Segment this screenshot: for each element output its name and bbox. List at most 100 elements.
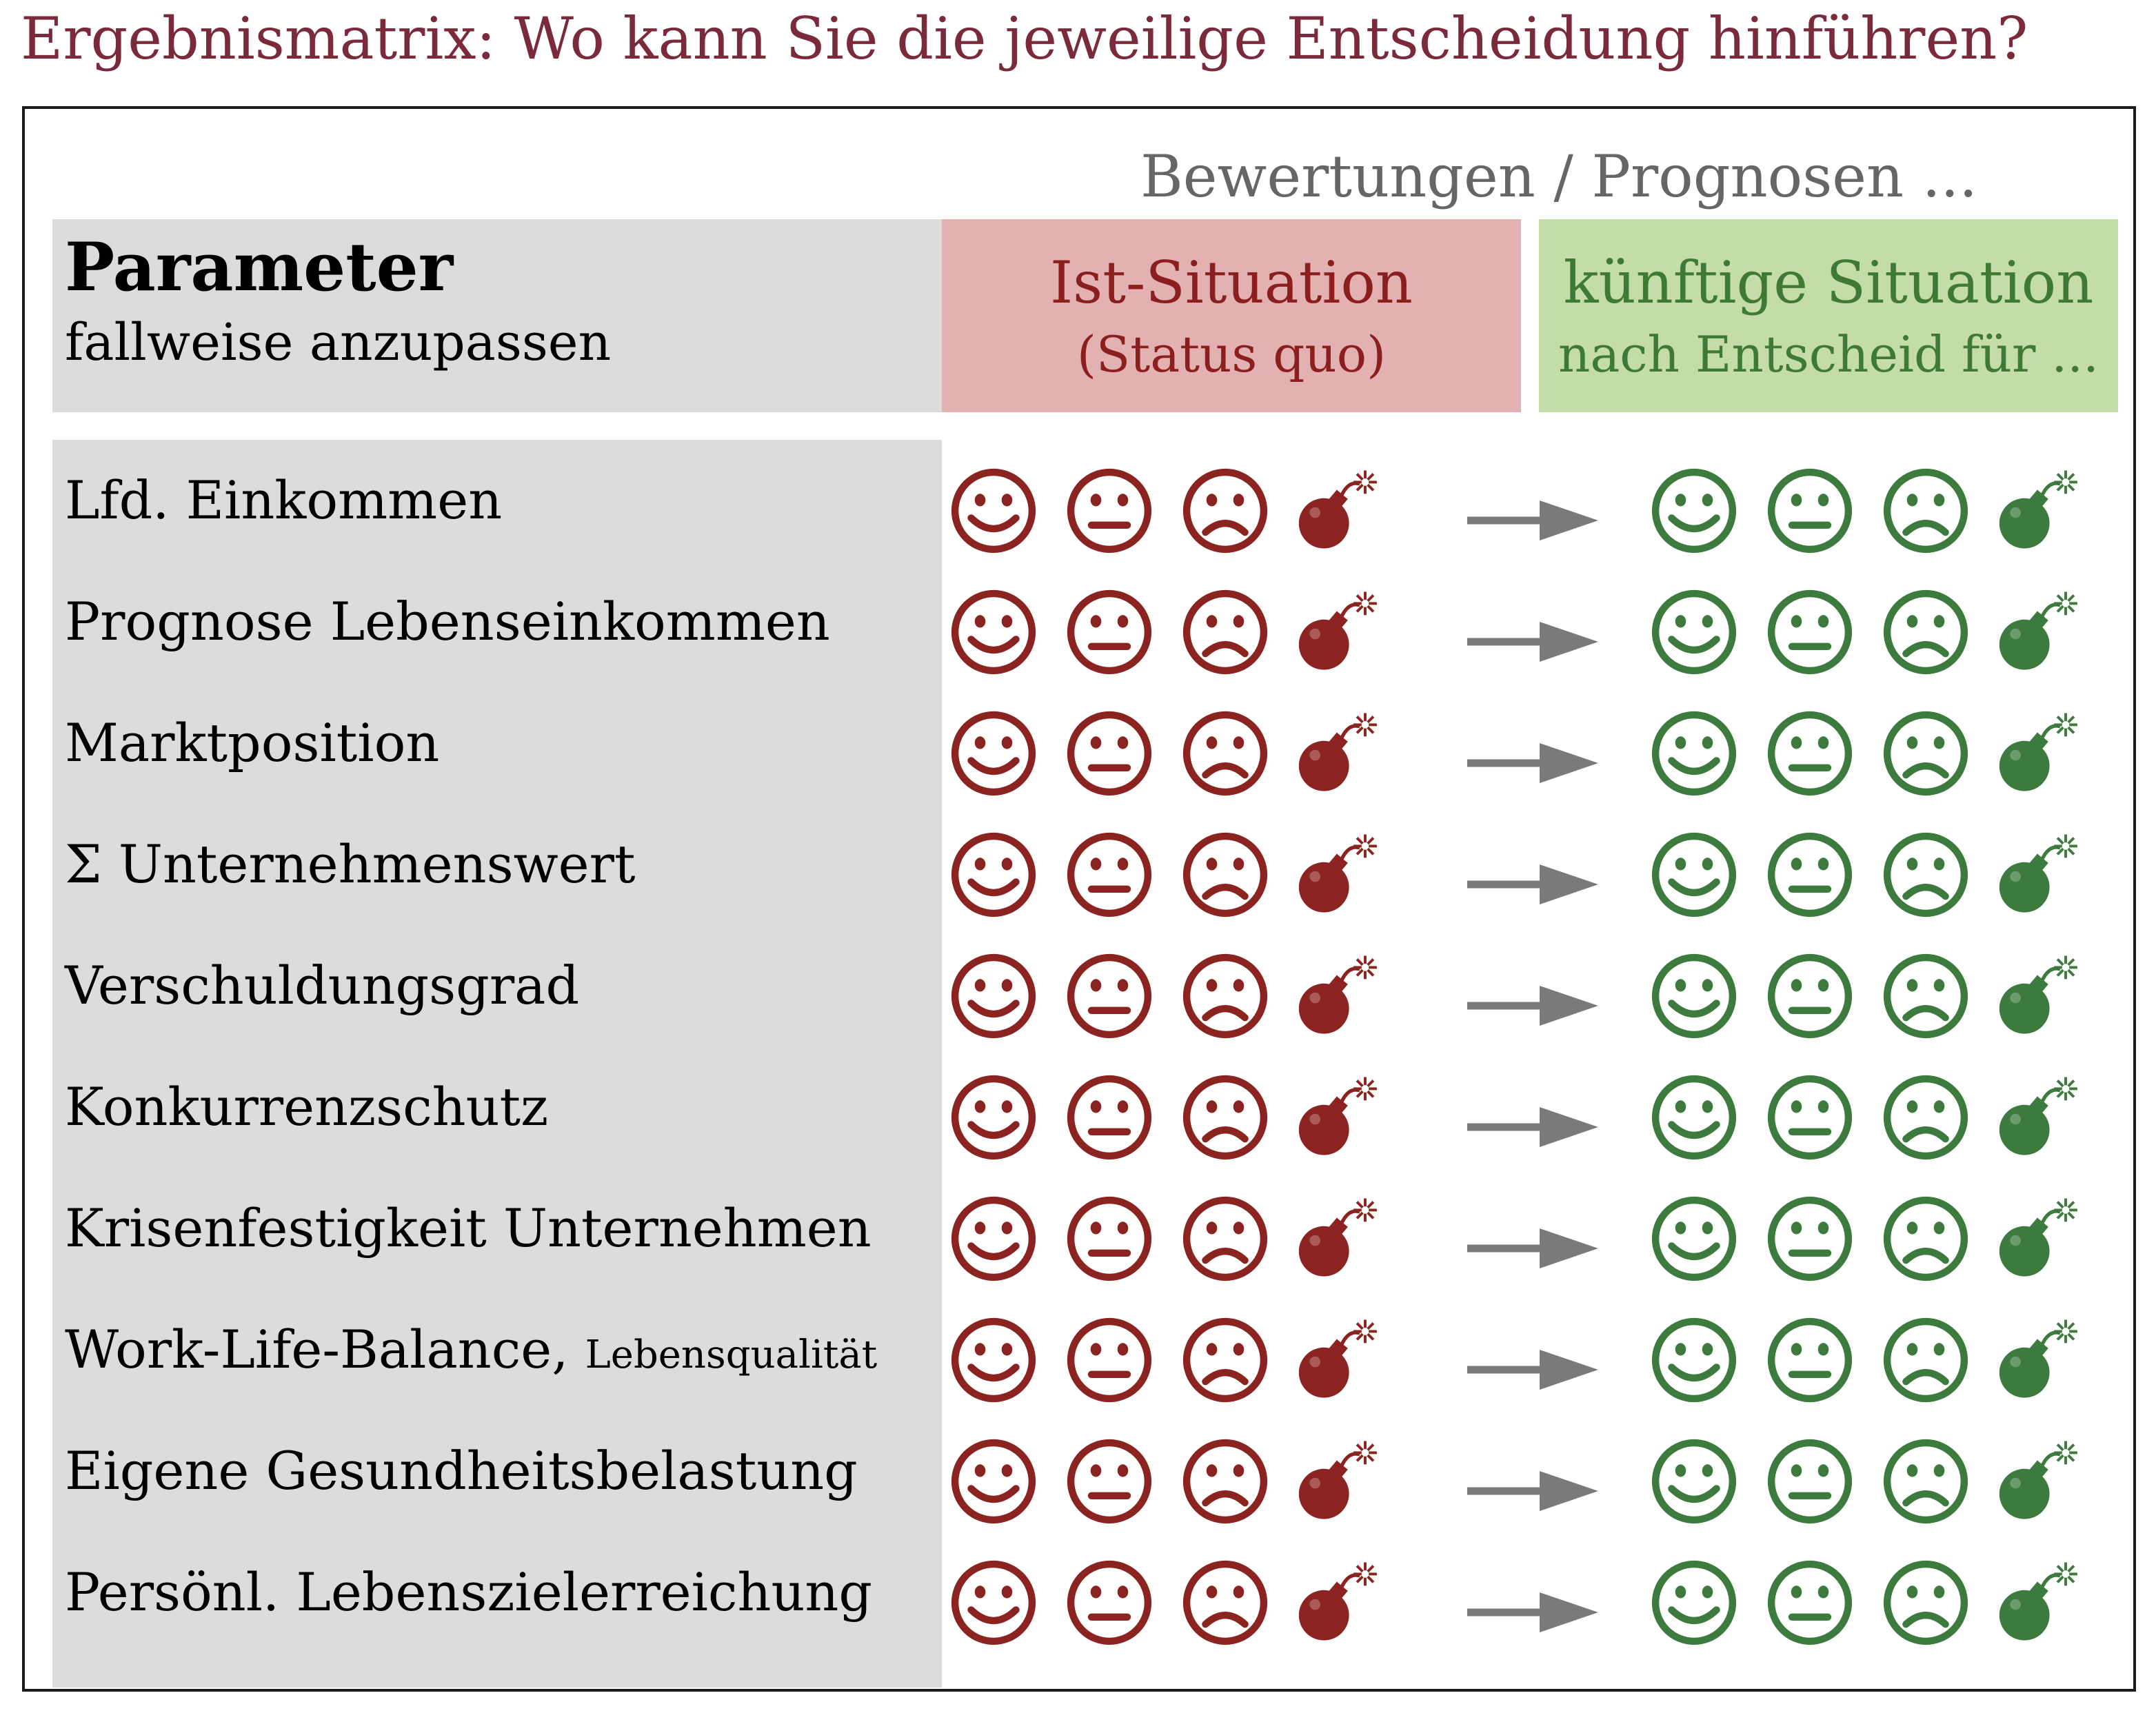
smiley-happy-icon[interactable] bbox=[949, 587, 1038, 677]
bomb-icon[interactable] bbox=[1994, 1194, 2084, 1284]
smiley-sad-icon[interactable] bbox=[1180, 951, 1270, 1041]
parameter-column-background bbox=[52, 440, 942, 1688]
bomb-icon[interactable] bbox=[1293, 1315, 1383, 1405]
bomb-icon[interactable] bbox=[1293, 709, 1383, 798]
arrow-right-icon bbox=[1467, 500, 1598, 540]
parameter-header-title: Parameter bbox=[65, 228, 454, 306]
smiley-neutral-icon[interactable] bbox=[1065, 951, 1154, 1041]
bomb-icon[interactable] bbox=[1293, 830, 1383, 920]
smiley-sad-icon[interactable] bbox=[1881, 587, 1971, 677]
smiley-neutral-icon[interactable] bbox=[1765, 709, 1855, 798]
smiley-happy-icon[interactable] bbox=[949, 1315, 1038, 1405]
smiley-sad-icon[interactable] bbox=[1881, 1073, 1971, 1162]
smiley-neutral-icon[interactable] bbox=[1765, 1073, 1855, 1162]
smiley-sad-icon[interactable] bbox=[1180, 709, 1270, 798]
smiley-happy-icon[interactable] bbox=[949, 1437, 1038, 1526]
smiley-neutral-icon[interactable] bbox=[1765, 1194, 1855, 1284]
smiley-happy-icon[interactable] bbox=[1649, 830, 1739, 920]
bomb-icon[interactable] bbox=[1994, 1315, 2084, 1405]
smiley-happy-icon[interactable] bbox=[1649, 1558, 1739, 1648]
smiley-neutral-icon[interactable] bbox=[1765, 1437, 1855, 1526]
bomb-icon[interactable] bbox=[1293, 1558, 1383, 1648]
smiley-happy-icon[interactable] bbox=[1649, 466, 1739, 556]
ist-rating-options bbox=[949, 1289, 1445, 1410]
smiley-neutral-icon[interactable] bbox=[1065, 1194, 1154, 1284]
matrix-row: Verschuldungsgrad bbox=[25, 925, 2136, 1046]
bomb-icon[interactable] bbox=[1994, 1073, 2084, 1162]
bomb-icon[interactable] bbox=[1293, 1073, 1383, 1162]
smiley-sad-icon[interactable] bbox=[1180, 587, 1270, 677]
smiley-happy-icon[interactable] bbox=[1649, 1073, 1739, 1162]
smiley-sad-icon[interactable] bbox=[1180, 830, 1270, 920]
smiley-neutral-icon[interactable] bbox=[1065, 1073, 1154, 1162]
matrix-row: Prognose Lebenseinkommen bbox=[25, 561, 2136, 682]
bomb-icon[interactable] bbox=[1994, 830, 2084, 920]
bomb-icon[interactable] bbox=[1994, 466, 2084, 556]
smiley-neutral-icon[interactable] bbox=[1065, 587, 1154, 677]
smiley-happy-icon[interactable] bbox=[949, 1558, 1038, 1648]
arrow-right-icon bbox=[1467, 1592, 1598, 1632]
bomb-icon[interactable] bbox=[1994, 1437, 2084, 1526]
smiley-neutral-icon[interactable] bbox=[1065, 709, 1154, 798]
smiley-sad-icon[interactable] bbox=[1180, 1194, 1270, 1284]
smiley-neutral-icon[interactable] bbox=[1765, 466, 1855, 556]
smiley-happy-icon[interactable] bbox=[949, 830, 1038, 920]
smiley-sad-icon[interactable] bbox=[1881, 1558, 1971, 1648]
smiley-sad-icon[interactable] bbox=[1881, 951, 1971, 1041]
parameter-label-text: Marktposition bbox=[65, 712, 440, 773]
smiley-sad-icon[interactable] bbox=[1180, 1558, 1270, 1648]
bomb-icon[interactable] bbox=[1994, 587, 2084, 677]
smiley-neutral-icon[interactable] bbox=[1765, 587, 1855, 677]
smiley-sad-icon[interactable] bbox=[1881, 709, 1971, 798]
smiley-happy-icon[interactable] bbox=[1649, 1315, 1739, 1405]
smiley-happy-icon[interactable] bbox=[949, 1073, 1038, 1162]
smiley-sad-icon[interactable] bbox=[1180, 1315, 1270, 1405]
smiley-sad-icon[interactable] bbox=[1881, 466, 1971, 556]
smiley-neutral-icon[interactable] bbox=[1065, 1558, 1154, 1648]
smiley-neutral-icon[interactable] bbox=[1065, 830, 1154, 920]
smiley-sad-icon[interactable] bbox=[1881, 1437, 1971, 1526]
smiley-neutral-icon[interactable] bbox=[1065, 1315, 1154, 1405]
arrow-right-icon bbox=[1467, 1350, 1598, 1390]
future-situation-title: künftige Situation bbox=[1563, 249, 2094, 316]
ist-rating-options bbox=[949, 1046, 1445, 1168]
smiley-neutral-icon[interactable] bbox=[1765, 951, 1855, 1041]
smiley-sad-icon[interactable] bbox=[1180, 466, 1270, 556]
bomb-icon[interactable] bbox=[1994, 709, 2084, 798]
smiley-happy-icon[interactable] bbox=[949, 466, 1038, 556]
smiley-sad-icon[interactable] bbox=[1180, 1073, 1270, 1162]
future-rating-options bbox=[1649, 682, 2146, 804]
smiley-happy-icon[interactable] bbox=[1649, 951, 1739, 1041]
bomb-icon[interactable] bbox=[1293, 466, 1383, 556]
bomb-icon[interactable] bbox=[1994, 1558, 2084, 1648]
smiley-happy-icon[interactable] bbox=[949, 951, 1038, 1041]
matrix-row: Persönl. Lebenszielerreichung bbox=[25, 1532, 2136, 1653]
smiley-neutral-icon[interactable] bbox=[1765, 1315, 1855, 1405]
smiley-happy-icon[interactable] bbox=[1649, 709, 1739, 798]
smiley-sad-icon[interactable] bbox=[1180, 1437, 1270, 1526]
bomb-icon[interactable] bbox=[1293, 1194, 1383, 1284]
ist-situation-header: Ist-Situation (Status quo) bbox=[942, 219, 1521, 412]
smiley-happy-icon[interactable] bbox=[1649, 587, 1739, 677]
smiley-sad-icon[interactable] bbox=[1881, 1194, 1971, 1284]
smiley-happy-icon[interactable] bbox=[1649, 1194, 1739, 1284]
smiley-neutral-icon[interactable] bbox=[1765, 830, 1855, 920]
smiley-happy-icon[interactable] bbox=[949, 709, 1038, 798]
parameter-label-text: Lfd. Einkommen bbox=[65, 469, 503, 531]
smiley-happy-icon[interactable] bbox=[1649, 1437, 1739, 1526]
smiley-neutral-icon[interactable] bbox=[1065, 1437, 1154, 1526]
smiley-happy-icon[interactable] bbox=[949, 1194, 1038, 1284]
smiley-sad-icon[interactable] bbox=[1881, 830, 1971, 920]
bomb-icon[interactable] bbox=[1293, 951, 1383, 1041]
parameter-label-text: Prognose Lebenseinkommen bbox=[65, 591, 830, 652]
bomb-icon[interactable] bbox=[1293, 587, 1383, 677]
bomb-icon[interactable] bbox=[1994, 951, 2084, 1041]
parameter-label-text: Eigene Gesundheitsbelastung bbox=[65, 1440, 858, 1501]
smiley-neutral-icon[interactable] bbox=[1765, 1558, 1855, 1648]
parameter-header: Parameter fallweise anzupassen bbox=[52, 219, 960, 412]
bomb-icon[interactable] bbox=[1293, 1437, 1383, 1526]
smiley-sad-icon[interactable] bbox=[1881, 1315, 1971, 1405]
smiley-neutral-icon[interactable] bbox=[1065, 466, 1154, 556]
ist-rating-options bbox=[949, 682, 1445, 804]
arrow-right-icon bbox=[1467, 1228, 1598, 1268]
